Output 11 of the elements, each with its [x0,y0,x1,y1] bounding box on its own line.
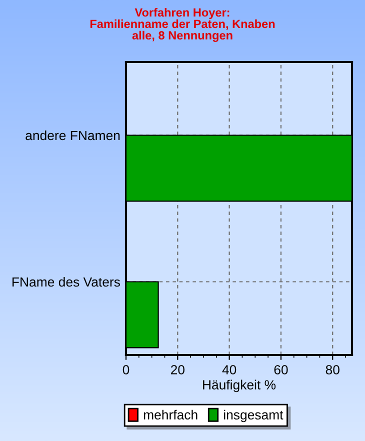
x-tick-label: 40 [222,365,236,374]
legend-label: mehrfach [144,410,198,420]
x-tick-label: 80 [326,365,340,374]
legend-label: insgesamt [224,410,284,422]
x-tick-label: 0 [122,365,130,374]
x-axis-title: Häufigkeit % [203,380,276,392]
chart-title: Vorfahren Hoyer: Familienname der Paten, Knaben alle, 8 Nennungen [90,8,275,42]
y-tick-label: FName des Vaters [12,276,120,287]
y-tick-label: andere FNamen [26,130,120,140]
x-tick-label: 20 [170,365,184,374]
x-tick-label: 60 [274,365,288,374]
